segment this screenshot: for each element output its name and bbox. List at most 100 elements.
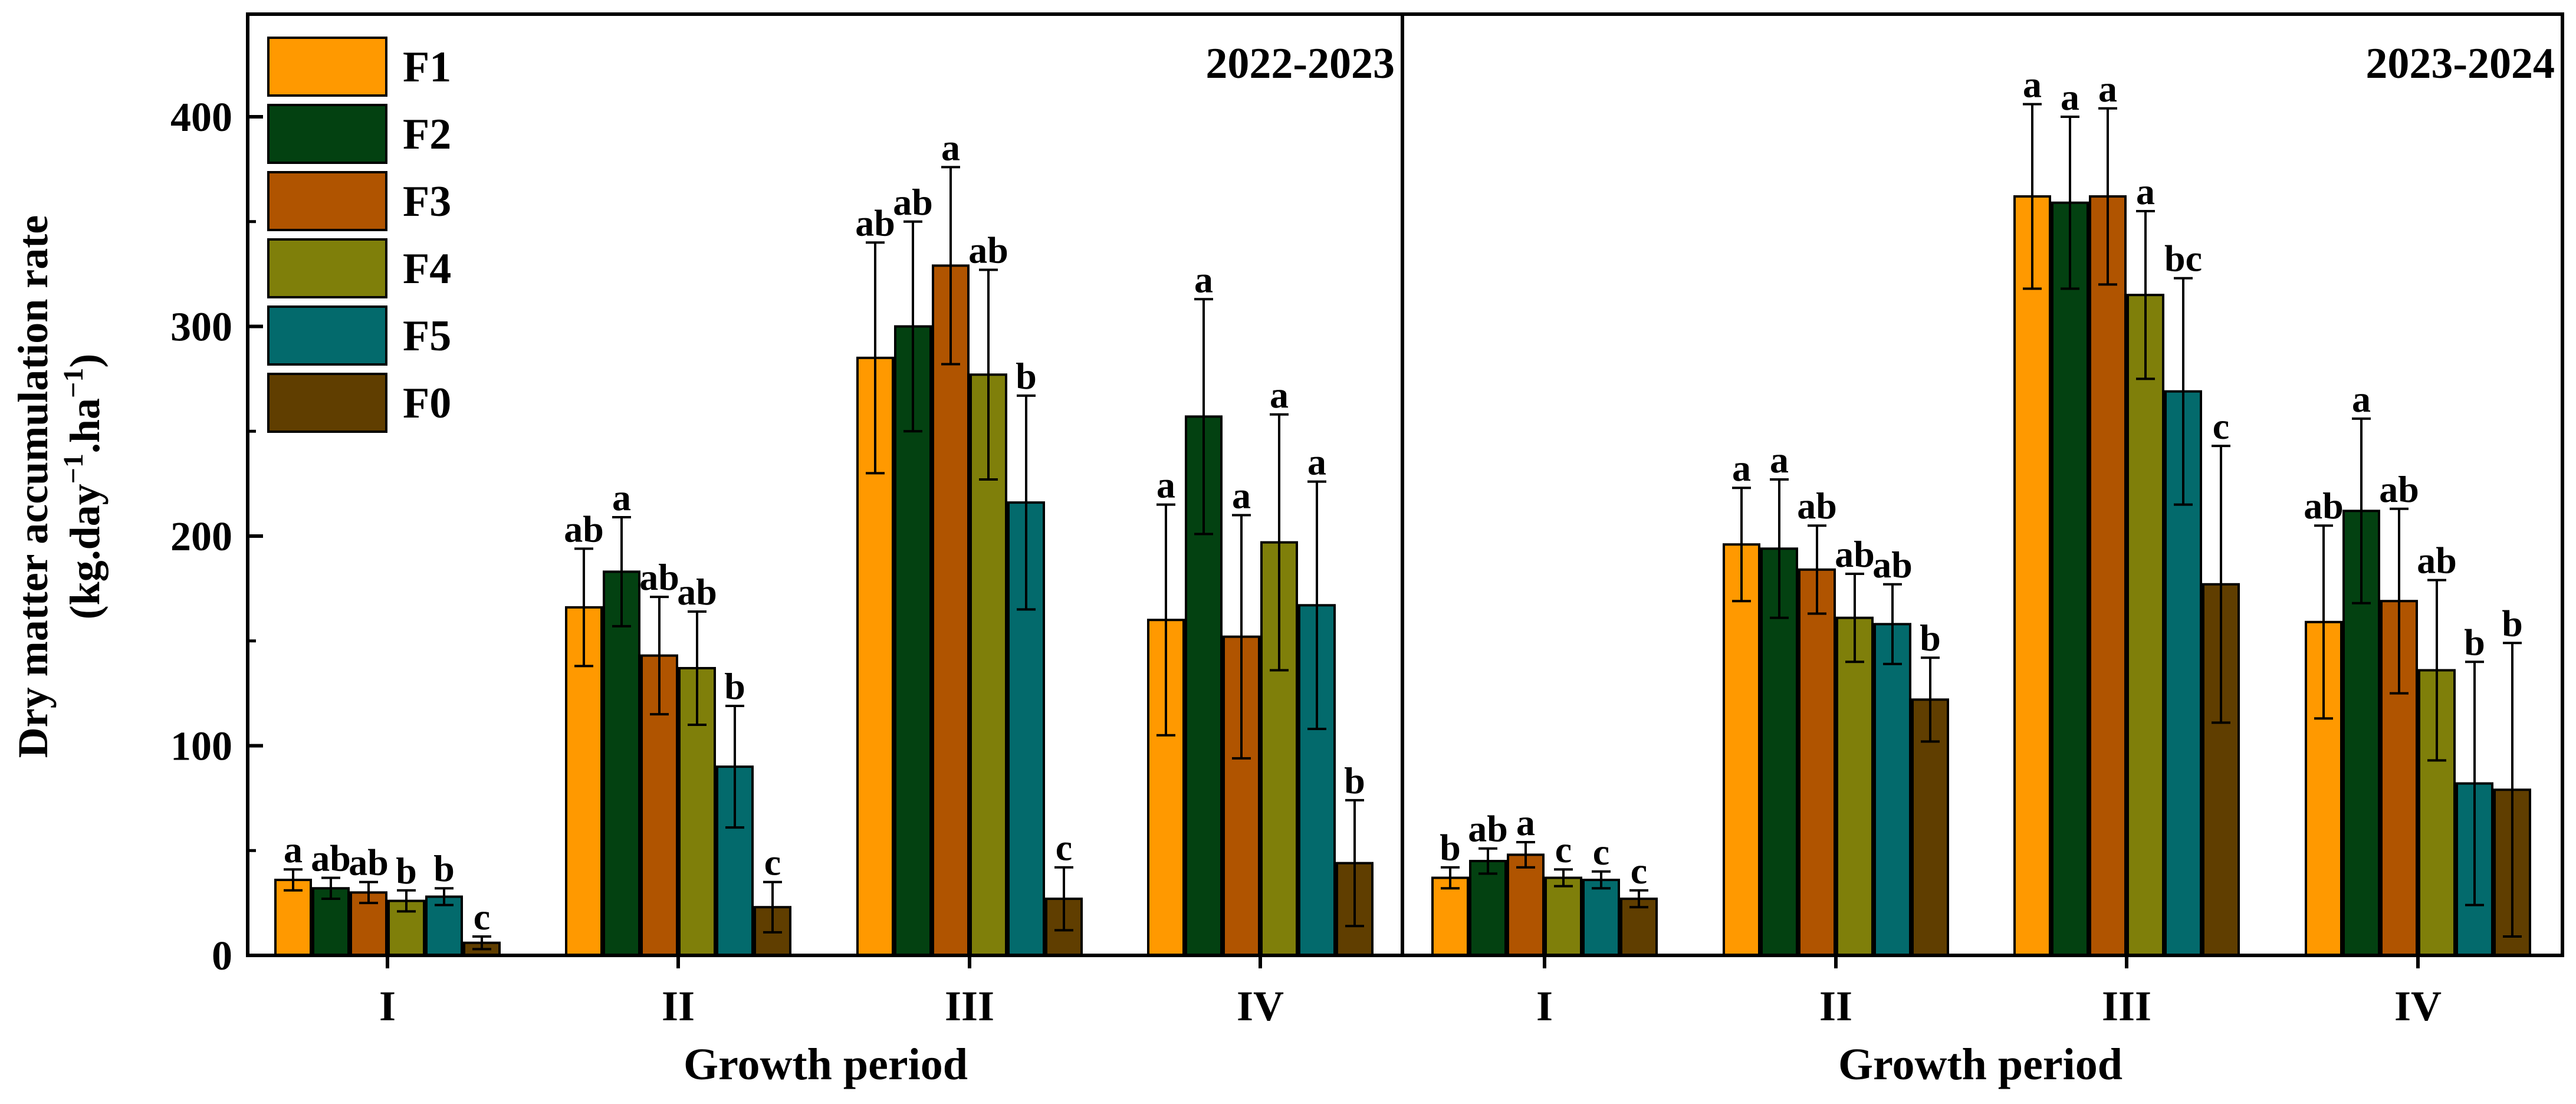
error-bar-F0-III [2212, 445, 2230, 724]
legend-label-F5: F5 [403, 312, 451, 360]
bar-F1-I [1431, 876, 1469, 957]
legend-swatch-F3 [267, 171, 387, 231]
significance-letter-F3-I: ab [349, 842, 389, 883]
bar-F1-II [1723, 543, 1760, 957]
significance-letter-F5-IV: b [2464, 621, 2485, 663]
significance-letter-F2-III: ab [893, 181, 933, 223]
significance-letter-F2-II: a [612, 477, 631, 518]
significance-letter-F0-IV: b [1344, 760, 1365, 801]
significance-letter-F4-II: ab [1835, 533, 1875, 575]
legend-swatch-F5 [267, 305, 387, 366]
significance-letter-F1-I: a [284, 829, 303, 870]
error-bar-F4-I [1554, 868, 1573, 888]
significance-letter-F4-I: b [396, 850, 417, 892]
significance-letter-F0-III: c [2213, 405, 2229, 447]
significance-letter-F3-II: ab [639, 556, 679, 598]
error-bar-F0-IV [2503, 642, 2522, 938]
significance-letter-F4-IV: a [1270, 374, 1289, 416]
error-bar-F4-II [1845, 572, 1864, 663]
bar-F2-III [2051, 201, 2089, 957]
significance-letter-F0-II: b [1920, 617, 1941, 659]
error-bar-F2-I [1478, 847, 1497, 875]
error-bar-F3-II [650, 596, 669, 716]
error-bar-F5-IV [2465, 661, 2484, 906]
significance-letter-F4-II: ab [677, 571, 717, 613]
significance-letter-F3-I: a [1516, 801, 1535, 843]
error-bar-F4-IV [2427, 579, 2446, 762]
bar-F1-III [2013, 195, 2051, 957]
significance-letter-F2-I: ab [1468, 808, 1508, 850]
bar-F4-III [2127, 294, 2164, 957]
legend: F1 F2 F3 F4 F5 F0 [267, 37, 451, 433]
significance-letter-F1-II: a [1732, 447, 1751, 489]
error-bar-F2-III [2061, 116, 2079, 290]
significance-letter-F5-III: bc [2164, 238, 2202, 280]
error-bar-F2-II [1770, 478, 1789, 619]
x-tick-label: II [1819, 983, 1852, 1030]
significance-letter-F1-II: ab [564, 508, 604, 550]
y-axis-unit-sup-1: −1 [58, 454, 89, 484]
y-tick-label: 0 [212, 934, 232, 979]
significance-letter-F5-IV: a [1307, 441, 1326, 483]
error-bar-F1-II [1732, 487, 1751, 603]
error-bar-F0-II [763, 880, 782, 934]
bar-F2-I [1469, 860, 1507, 957]
significance-letter-F5-II: ab [1872, 544, 1913, 586]
significance-letter-F3-III: a [2098, 68, 2117, 110]
error-bar-F5-III [2174, 277, 2193, 506]
bar-F5-I [425, 895, 463, 957]
legend-label-F2: F2 [403, 110, 451, 159]
significance-letter-F1-III: ab [855, 202, 895, 244]
legend-swatch-F4 [267, 238, 387, 298]
bar-F3-I [1507, 853, 1545, 957]
error-bar-F2-I [321, 876, 340, 901]
error-bar-F4-II [688, 610, 707, 726]
bar-F4-I [1545, 876, 1582, 957]
y-axis-unit-sup-2: −1 [58, 368, 89, 398]
significance-letter-F4-I: c [1555, 829, 1572, 870]
y-tick-label: 300 [170, 305, 232, 350]
plot-frame [246, 12, 2564, 957]
bar-F3-III [932, 264, 970, 957]
significance-letter-F4-IV: ab [2417, 540, 2457, 581]
error-bar-F3-III [941, 166, 960, 366]
legend-swatch-F0 [267, 373, 387, 433]
bar-F4-II [1836, 616, 1874, 957]
significance-letter-F0-III: c [1056, 827, 1072, 869]
bar-F5-I [1582, 879, 1620, 957]
significance-letter-F2-III: a [2061, 76, 2079, 118]
error-bar-F3-IV [1232, 514, 1251, 760]
error-bar-F3-IV [2390, 507, 2409, 695]
error-bar-F2-III [903, 220, 922, 433]
significance-letter-F1-IV: ab [2304, 485, 2344, 527]
significance-letter-F5-II: b [724, 665, 745, 707]
y-tick-label: 200 [170, 514, 232, 560]
significance-letter-F2-I: ab [311, 837, 351, 879]
error-bar-F2-IV [1194, 298, 1213, 535]
error-bar-F3-I [359, 880, 378, 905]
y-axis-unit-suffix: ) [61, 354, 109, 368]
bar-F5-II [1874, 623, 1911, 957]
y-axis-unit-mid: .ha [61, 398, 109, 454]
error-bar-F5-IV [1307, 480, 1326, 731]
x-tick-label: I [379, 983, 396, 1030]
error-bar-F0-I [1629, 889, 1648, 909]
significance-letter-F3-IV: a [1232, 474, 1251, 516]
significance-letter-F1-IV: a [1156, 464, 1175, 506]
error-bar-F4-III [979, 268, 998, 481]
significance-letter-F2-IV: a [1194, 258, 1213, 300]
legend-label-F4: F4 [403, 245, 451, 293]
error-bar-F0-II [1921, 656, 1940, 743]
error-bar-F5-II [1883, 583, 1902, 665]
error-bar-F0-IV [1345, 799, 1364, 928]
error-bar-F2-IV [2352, 417, 2371, 604]
significance-letter-F4-III: ab [968, 229, 1008, 271]
x-tick-label: I [1536, 983, 1553, 1030]
significance-letter-F0-I: c [474, 896, 490, 938]
error-bar-F1-IV [1156, 503, 1175, 737]
x-tick-label: III [2102, 983, 2151, 1030]
significance-letter-F3-III: a [941, 126, 960, 168]
error-bar-F1-III [2023, 103, 2042, 290]
